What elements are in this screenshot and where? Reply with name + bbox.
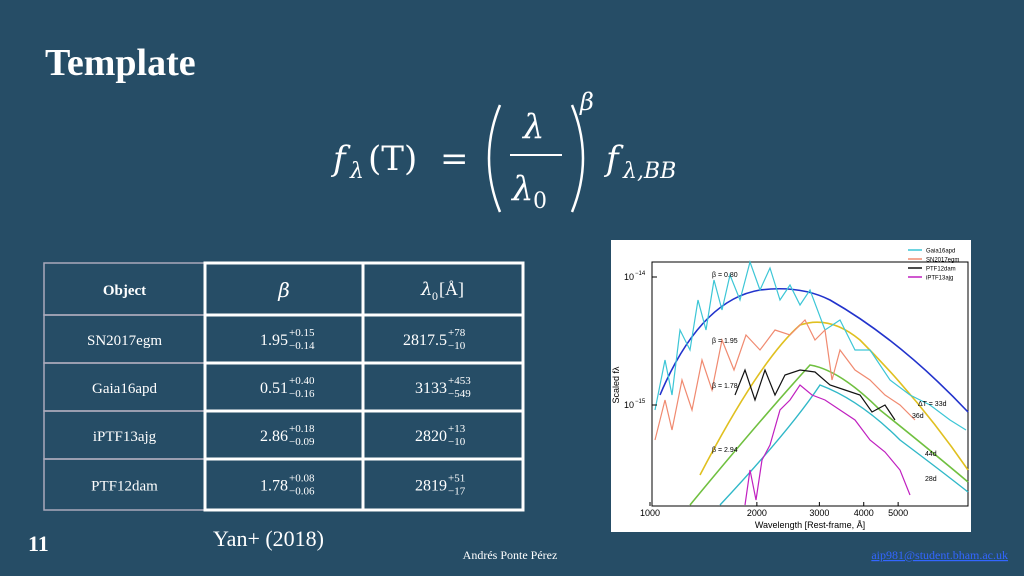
header-cell: Object — [103, 283, 146, 299]
cell-plus: +13 — [448, 423, 466, 435]
legend-label: iPTF13ajg — [926, 276, 953, 282]
cell-value: 2819 — [415, 478, 447, 495]
header-cell: [Å] — [439, 279, 464, 299]
annotation: 44d — [925, 451, 937, 458]
x-axis-label: Wavelength [Rest-frame, Å] — [755, 520, 865, 530]
table: Object β λ 0 [Å] SN2017egm 1.95 +0.15−0.14 2817.… — [43, 261, 525, 512]
table-cell — [361, 457, 525, 512]
x-tick-label: 1000 — [640, 508, 660, 518]
legend-label: SN2017egm — [926, 258, 959, 264]
eq-rhs-sub: λ,BB — [622, 159, 676, 184]
cell-minus: −17 — [448, 486, 466, 498]
plot-frame — [651, 261, 969, 507]
eq-denominator: λ — [510, 169, 534, 209]
citation: Yan+ (2018) — [213, 526, 324, 551]
cell-plus: +453 — [448, 375, 471, 387]
curve — [689, 364, 969, 506]
legend-label: Gaia16apd — [926, 249, 955, 255]
cell-minus: −10 — [448, 436, 466, 448]
paren — [570, 104, 585, 213]
cell-minus: −0.16 — [289, 388, 315, 400]
cell-value: 0.51 — [260, 380, 288, 397]
eq-arg: (T) — [368, 139, 417, 179]
annotation: ΔT = 33d — [918, 401, 947, 408]
y-tick-label: 10 — [624, 272, 634, 282]
object-name: PTF12dam — [91, 479, 158, 495]
curve — [659, 287, 969, 413]
spectrum — [654, 318, 916, 441]
header-cell: 0 — [432, 289, 438, 303]
legend-label: PTF12dam — [926, 267, 956, 273]
eq-exponent: β — [579, 88, 594, 116]
cell-value: 2.86 — [260, 428, 288, 445]
cell-minus: −0.06 — [289, 486, 315, 498]
x-tick-label: 4000 — [854, 508, 874, 518]
spectrum — [654, 259, 967, 431]
author: Andrés Ponte Pérez — [463, 548, 558, 562]
cell-value: 2817.5 — [403, 332, 447, 349]
spectrum — [744, 384, 911, 506]
x-tick-label: 2000 — [747, 508, 767, 518]
curve — [699, 321, 969, 476]
cell-value: 3133 — [415, 380, 447, 397]
cell-value: 2820 — [415, 428, 447, 445]
curve — [719, 384, 969, 506]
spectrum — [734, 368, 896, 421]
annotation: 36d — [912, 413, 924, 420]
cell-plus: +0.15 — [289, 327, 315, 339]
y-tick-label: 10 — [624, 400, 634, 410]
cell-plus: +0.40 — [289, 375, 315, 387]
y-axis-label: Scaled fλ — [611, 366, 621, 404]
cell-value: 1.95 — [260, 332, 288, 349]
eq-den-sub: 0 — [533, 189, 547, 214]
cell-plus: +0.18 — [289, 423, 315, 435]
header-cell: λ — [420, 279, 432, 300]
eq-numerator: λ — [521, 107, 545, 147]
object-name: iPTF13ajg — [93, 429, 157, 445]
email-link[interactable]: aip981@student.bham.ac.uk — [871, 548, 1008, 562]
annotation: β = 1.78 — [712, 383, 738, 390]
annotation: β = 1.95 — [712, 338, 738, 345]
object-name: SN2017egm — [87, 333, 162, 349]
cell-plus: +78 — [448, 327, 466, 339]
cell-minus: −0.14 — [289, 340, 315, 352]
paren — [487, 104, 502, 213]
eq-equals: = — [440, 139, 469, 179]
cell-minus: −549 — [448, 388, 471, 400]
cell-minus: −0.09 — [289, 436, 315, 448]
cell-plus: +51 — [448, 473, 465, 485]
cell-minus: −10 — [448, 340, 466, 352]
x-tick-label: 5000 — [888, 508, 908, 518]
y-tick-exp: −15 — [635, 399, 646, 405]
x-tick-label: 3000 — [809, 508, 829, 518]
y-tick-exp: −14 — [635, 271, 646, 277]
header-cell: β — [277, 278, 290, 302]
annotation: 28d — [925, 476, 937, 483]
eq-sub: λ — [349, 159, 364, 184]
object-name: Gaia16apd — [92, 381, 157, 397]
annotation: β = 0.80 — [712, 272, 738, 279]
slide-title: Template — [45, 42, 196, 84]
slide-number: 11 — [28, 531, 49, 556]
annotation: β = 2.94 — [712, 447, 738, 454]
cell-plus: +0.08 — [289, 473, 315, 485]
cell-value: 1.78 — [260, 478, 288, 495]
